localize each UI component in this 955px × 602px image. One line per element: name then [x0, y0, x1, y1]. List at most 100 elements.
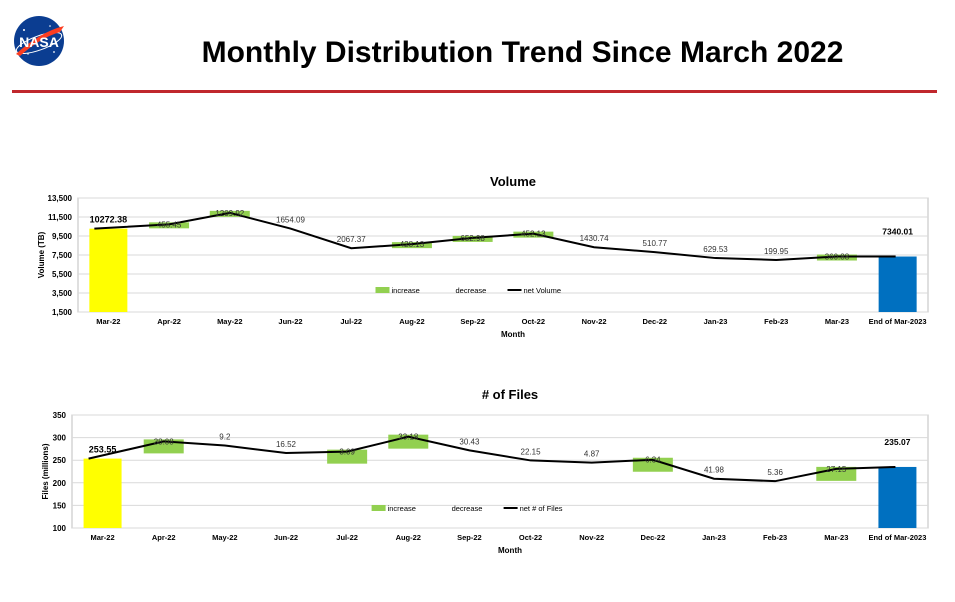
x-tick-label: May-22	[217, 317, 242, 326]
increase-bar	[327, 449, 368, 464]
end-value-label: 235.07	[884, 437, 910, 447]
legend-net-label: net # of Files	[520, 504, 563, 513]
x-tick-label: Mar-22	[90, 533, 114, 542]
end-bar	[878, 256, 917, 312]
y-tick-label: 1,500	[52, 308, 73, 317]
x-tick-label: End of Mar-2023	[869, 317, 927, 326]
x-tick-label: Sep-22	[460, 317, 485, 326]
start-value-label: 253.55	[89, 445, 117, 455]
end-bar	[878, 466, 917, 528]
change-value-label: 30.43	[459, 437, 480, 446]
x-tick-label: Aug-22	[399, 317, 424, 326]
chart-legend: increase decrease net # of Files	[371, 504, 563, 513]
change-value-label: 199.95	[764, 247, 789, 256]
change-value-label: 1430.74	[580, 234, 609, 243]
change-value-label: 3.09	[339, 448, 355, 457]
change-value-label: 452.13	[521, 230, 546, 239]
y-tick-label: 100	[53, 524, 67, 533]
change-value-label: 38.08	[154, 437, 175, 446]
change-value-label: 360.88	[825, 253, 850, 262]
y-tick-label: 5,500	[52, 270, 73, 279]
change-value-label: 455.45	[157, 220, 182, 229]
x-tick-label: Jan-23	[704, 317, 728, 326]
x-axis-label: Month	[498, 546, 522, 555]
change-value-label: 5.36	[767, 468, 783, 477]
x-tick-label: Jan-23	[702, 533, 726, 542]
chart-title: Volume	[490, 174, 536, 189]
y-tick-label: 9,500	[52, 232, 73, 241]
start-bar	[83, 458, 122, 528]
x-tick-label: Dec-22	[642, 317, 667, 326]
chart-legend: increase decrease net Volume	[375, 286, 562, 295]
change-value-label: 9.2	[219, 433, 231, 442]
y-tick-label: 250	[53, 456, 67, 465]
x-tick-label: Oct-22	[519, 533, 542, 542]
change-value-label: 27.15	[826, 465, 847, 474]
chart-title: # of Files	[482, 387, 538, 402]
start-bar	[89, 228, 128, 312]
legend-increase-label: increase	[392, 286, 420, 295]
y-tick-label: 150	[53, 501, 67, 510]
change-value-label: 4.87	[584, 450, 600, 459]
change-value-label: 6.34	[645, 456, 661, 465]
nasa-logo: NASA	[14, 16, 64, 66]
x-tick-label: Dec-22	[641, 533, 666, 542]
legend-increase-label: increase	[388, 504, 416, 513]
y-tick-label: 13,500	[48, 194, 73, 203]
y-tick-label: 350	[53, 411, 67, 420]
x-tick-label: Oct-22	[522, 317, 545, 326]
net-line	[88, 435, 896, 483]
change-value-label: 16.52	[276, 440, 297, 449]
change-value-label: 22.15	[521, 447, 542, 456]
x-tick-label: Apr-22	[152, 533, 176, 542]
y-tick-label: 200	[53, 479, 67, 488]
legend-increase-swatch	[371, 505, 386, 511]
x-tick-label: End of Mar-2023	[868, 533, 926, 542]
x-tick-label: Jul-22	[336, 533, 358, 542]
y-tick-label: 3,500	[52, 289, 73, 298]
legend-net-label: net Volume	[524, 286, 562, 295]
start-value-label: 10272.38	[90, 215, 128, 225]
x-tick-label: May-22	[212, 533, 237, 542]
change-value-label: 629.53	[703, 245, 728, 254]
x-tick-label: Nov-22	[579, 533, 604, 542]
x-tick-label: Mar-23	[824, 533, 848, 542]
net-line	[94, 211, 896, 261]
increase-bar	[632, 457, 673, 472]
change-value-label: 510.77	[643, 239, 668, 248]
x-tick-label: Feb-23	[764, 317, 788, 326]
change-value-label: 1209.92	[215, 209, 244, 218]
x-tick-label: Mar-23	[825, 317, 849, 326]
x-tick-label: Mar-22	[96, 317, 120, 326]
title-divider	[12, 90, 937, 93]
change-value-label: 1654.09	[276, 216, 305, 225]
page-title: Monthly Distribution Trend Since March 2…	[201, 36, 844, 69]
change-value-label: 2067.37	[337, 235, 366, 244]
x-tick-label: Nov-22	[582, 317, 607, 326]
svg-text:NASA: NASA	[19, 34, 59, 50]
y-tick-label: 7,500	[52, 251, 73, 260]
x-tick-label: Jul-22	[340, 317, 362, 326]
y-tick-label: 11,500	[48, 213, 73, 222]
y-tick-label: 300	[53, 434, 67, 443]
x-tick-label: Aug-22	[396, 533, 421, 542]
x-tick-label: Sep-22	[457, 533, 482, 542]
x-tick-label: Jun-22	[278, 317, 302, 326]
x-axis-label: Month	[501, 330, 525, 339]
plot-area	[71, 414, 929, 529]
files-chart: # of Files 100 150 200 250 300 350 Files (milli…	[41, 387, 929, 555]
legend-decrease-label: decrease	[452, 504, 483, 513]
legend-increase-swatch	[375, 287, 390, 293]
end-value-label: 7340.01	[882, 227, 913, 237]
y-axis-label: Volume (TB)	[37, 231, 46, 278]
change-value-label: 428.13	[400, 240, 425, 249]
x-tick-label: Jun-22	[274, 533, 298, 542]
volume-chart: Volume 1,500 3,500 5,500 7,500 9,500 11,500 13,…	[37, 174, 929, 339]
x-tick-label: Apr-22	[157, 317, 181, 326]
y-axis-label: Files (millions)	[41, 443, 50, 499]
change-value-label: 41.98	[704, 466, 725, 475]
legend-decrease-label: decrease	[456, 286, 487, 295]
change-value-label: 652.98	[460, 234, 485, 243]
x-tick-label: Feb-23	[763, 533, 787, 542]
change-value-label: 33.18	[398, 433, 419, 442]
